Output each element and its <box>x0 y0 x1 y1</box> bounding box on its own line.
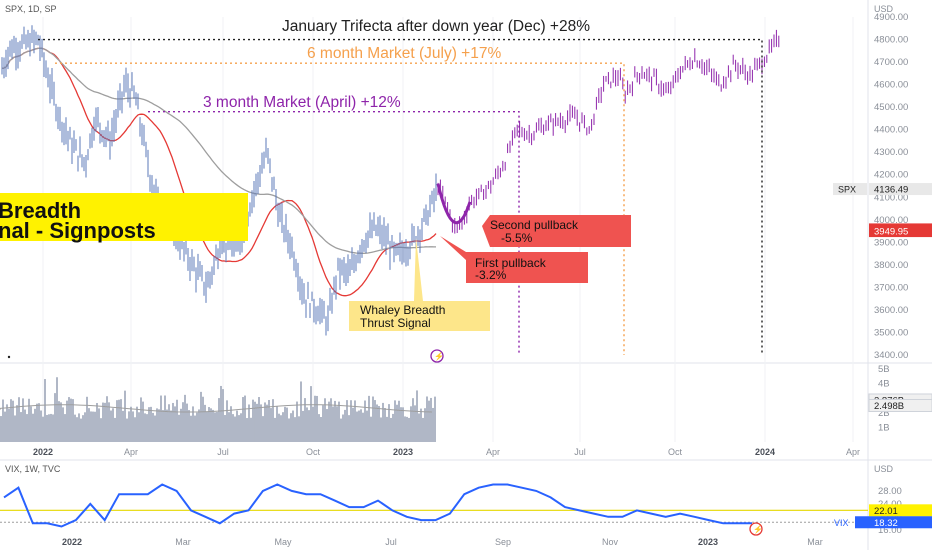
vix-symbol-label: VIX, 1W, TVC <box>5 464 61 474</box>
projection-candles <box>436 29 780 234</box>
time-label: 2022 <box>33 447 53 457</box>
volume-tick-label: 2B <box>878 408 890 419</box>
price-tag-symbol: SPX <box>838 185 856 195</box>
time-label: Apr <box>124 447 138 457</box>
price-tick-label: 3700.00 <box>874 282 908 293</box>
vix-time-label: Sep <box>495 537 511 547</box>
vix-time-label: 2023 <box>698 537 718 547</box>
price-tick-label: 3900.00 <box>874 237 908 248</box>
vix-time-label: Nov <box>602 537 619 547</box>
vix-tag-symbol: VIX <box>834 518 849 528</box>
time-label: Apr <box>486 447 500 457</box>
vix-time-label: Mar <box>175 537 191 547</box>
volume-tag-value: 2.498B <box>874 401 904 412</box>
time-label: Oct <box>668 447 683 457</box>
price-tag-symbol-box <box>833 183 867 196</box>
time-label: Oct <box>306 447 321 457</box>
vix-line <box>3 483 752 528</box>
second-pullback-callout <box>482 215 631 247</box>
january-trifecta-label: January Trifecta after down year (Dec) +… <box>282 18 590 35</box>
price-tick-label: 4800.00 <box>874 35 908 46</box>
price-tick-label: 4700.00 <box>874 57 908 68</box>
vix-currency-label: USD <box>874 464 894 474</box>
pullback-curve <box>436 183 472 225</box>
vix-tag-value: 22.01 <box>874 506 898 517</box>
vix-tick-label: 28.00 <box>878 486 902 497</box>
vix-tick-label: 16.00 <box>878 525 902 536</box>
time-label: 2024 <box>755 447 775 457</box>
volume-tick-label: 4B <box>878 379 890 390</box>
price-axis: 4900.00 4800.00 4700.00 4600.00 4500.00 4400.… <box>833 12 932 536</box>
vix-time-label: Jul <box>385 537 397 547</box>
first-pullback-line1: First pullback <box>475 256 547 270</box>
vix-tag-symbol-box <box>855 516 869 529</box>
time-label: Apr <box>846 447 860 457</box>
price-tick-label: 4900.00 <box>874 12 908 23</box>
marker-dot <box>7 355 11 359</box>
time-axis: 2022 Apr Jul Oct 2023 Apr Jul Oct 2024 Apr 2022 Mar… <box>33 447 860 547</box>
breadth-banner-line2: nal - Signposts <box>0 218 156 243</box>
price-tick-label: 4500.00 <box>874 102 908 113</box>
price-tick-label: 4000.00 <box>874 215 908 226</box>
time-label: 2023 <box>393 447 413 457</box>
second-pullback-line2: -5.5% <box>501 231 533 245</box>
whaley-breadth-callout <box>349 238 490 331</box>
price-tick-label: 3600.00 <box>874 305 908 316</box>
price-tick-label: 4400.00 <box>874 125 908 136</box>
vix-time-label: Mar <box>807 537 823 547</box>
vix-event-icon-glyph: ⚡ <box>753 524 763 534</box>
volume-tag-box <box>868 398 932 412</box>
three-month-label: 3 month Market (April) +12% <box>203 94 401 111</box>
price-tick-label: 3500.00 <box>874 327 908 338</box>
price-tick-label: 4100.00 <box>874 192 908 203</box>
price-tick-label: 4600.00 <box>874 80 908 91</box>
price-tag: 3949.95 <box>869 225 932 238</box>
price-tag-value: 4136.49 <box>874 185 908 196</box>
first-pullback-line2: -3.2% <box>475 268 507 282</box>
price-tick-label: 3400.00 <box>874 350 908 361</box>
second-pullback-line1: Second pullback <box>490 218 579 232</box>
event-icon-glyph: ⚡ <box>434 351 444 361</box>
first-pullback-callout <box>440 236 588 283</box>
vix-pane <box>0 483 868 528</box>
price-tag-box <box>869 183 932 196</box>
whaley-line1: Whaley Breadth <box>360 303 445 317</box>
vix-time-label: 2022 <box>62 537 82 547</box>
price-tick-label: 4300.00 <box>874 147 908 158</box>
three-month-line <box>148 110 520 355</box>
breadth-banner <box>0 193 248 241</box>
price-tick-label: 4200.00 <box>874 170 908 181</box>
volume-tick-label: 1B <box>878 422 890 433</box>
ma-short-line <box>1 47 437 297</box>
volume-tick-label: 5B <box>878 364 890 375</box>
moving-averages <box>1 47 437 297</box>
vix-time-label: May <box>274 537 292 547</box>
whaley-line2: Thrust Signal <box>360 316 431 330</box>
january-line <box>38 38 763 355</box>
price-tag-value: 3949.95 <box>874 227 908 238</box>
price-tag: SPX 4136.49 <box>833 183 932 196</box>
time-label: Jul <box>217 447 229 457</box>
currency-label: USD <box>874 4 894 14</box>
six-month-label: 6 month Market (July) +17% <box>307 45 501 62</box>
time-label: Jul <box>574 447 586 457</box>
volume-ma-line <box>0 404 433 413</box>
ma-long-line <box>1 47 436 254</box>
vix-tag-box <box>869 516 932 529</box>
event-icon[interactable] <box>430 349 444 363</box>
volume-bars <box>0 377 436 442</box>
price-tag-box <box>869 225 932 238</box>
vix-tag-box <box>869 504 932 517</box>
symbol-label: SPX, 1D, SP <box>5 4 57 14</box>
vix-event-icon[interactable] <box>749 522 763 536</box>
annotation-lines <box>38 38 763 355</box>
breadth-banner-line1: Breadth <box>0 198 81 223</box>
price-tick-label: 3800.00 <box>874 260 908 271</box>
vix-tag-value: 18.32 <box>874 518 898 529</box>
